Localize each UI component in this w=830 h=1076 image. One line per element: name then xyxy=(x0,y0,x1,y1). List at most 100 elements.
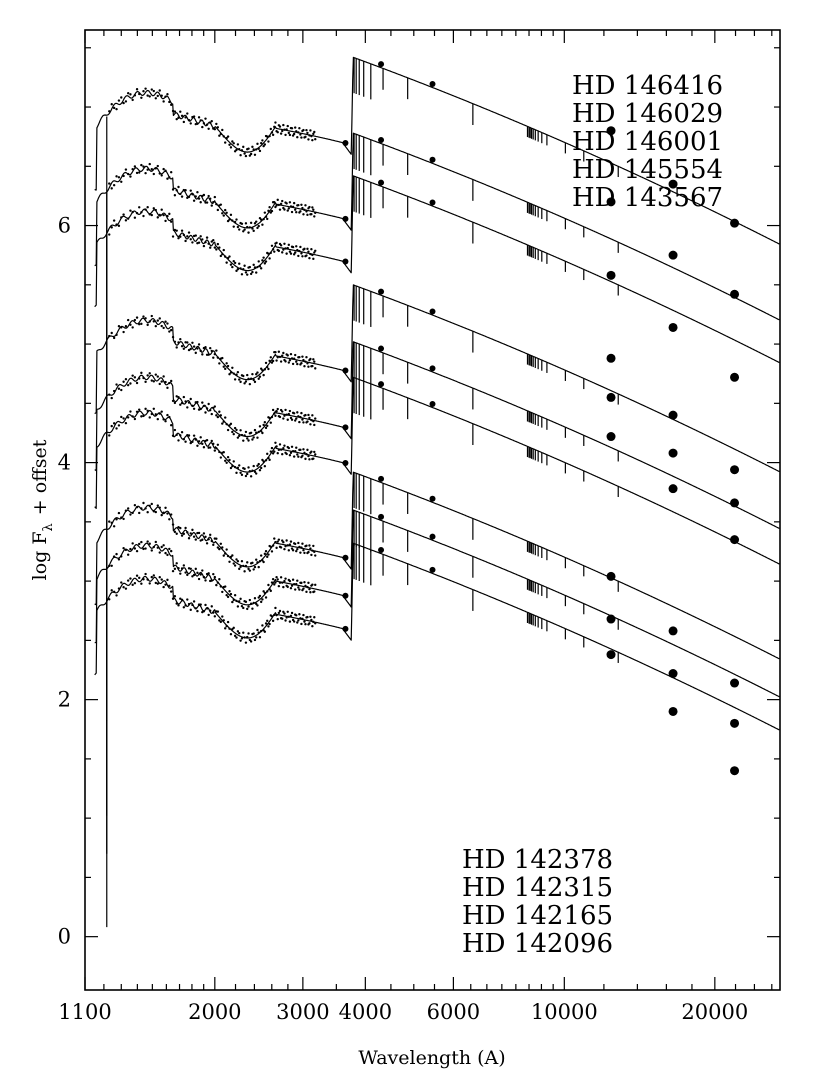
observed-point xyxy=(249,431,253,435)
observed-point xyxy=(306,362,309,365)
y-tick-label: 6 xyxy=(58,214,71,238)
photometry-point xyxy=(342,424,349,431)
model-spectrum xyxy=(94,542,780,928)
photometry-point xyxy=(730,718,740,728)
observed-point xyxy=(297,254,300,258)
observed-point xyxy=(303,364,306,368)
observed-point xyxy=(238,631,241,635)
observed-point xyxy=(186,112,189,115)
observed-point xyxy=(222,451,225,454)
observed-point xyxy=(312,208,315,211)
model-spectrum-line xyxy=(94,56,780,245)
observed-point xyxy=(117,587,121,590)
observed-point xyxy=(301,454,304,457)
observed-point xyxy=(197,116,201,119)
photometry-point xyxy=(668,448,678,458)
observed-point xyxy=(253,470,257,473)
observed-point xyxy=(296,411,299,414)
observed-point xyxy=(309,423,312,426)
photometry-point xyxy=(429,80,436,87)
legend-entry: HD 142096 xyxy=(462,929,613,959)
observed-point xyxy=(154,167,157,170)
observed-point xyxy=(257,631,260,634)
observed-point xyxy=(287,243,291,247)
observed-point xyxy=(168,100,171,104)
observed-point xyxy=(286,246,289,250)
observed-point xyxy=(209,121,212,124)
observed-point xyxy=(209,346,212,350)
observed-point xyxy=(291,450,295,453)
observed-point xyxy=(271,577,275,581)
observed-point xyxy=(124,548,128,552)
observed-point xyxy=(110,396,113,400)
observed-point xyxy=(282,585,285,589)
photometry-point xyxy=(668,484,678,494)
observed-point xyxy=(213,352,217,356)
observed-point xyxy=(166,386,169,390)
observed-point xyxy=(219,585,223,588)
observed-point xyxy=(313,450,316,454)
observed-point xyxy=(308,205,311,209)
observed-point xyxy=(207,613,210,617)
observed-point xyxy=(267,252,270,255)
observed-point xyxy=(110,564,113,567)
observed-point xyxy=(164,420,167,423)
observed-point xyxy=(279,448,283,451)
observed-point xyxy=(275,409,278,413)
observed-point xyxy=(224,552,227,555)
observed-point xyxy=(205,607,209,610)
observed-point xyxy=(294,588,297,591)
observed-point xyxy=(150,549,153,552)
observed-point xyxy=(152,407,155,410)
observed-point xyxy=(158,551,161,554)
observed-point xyxy=(171,188,175,191)
observed-point xyxy=(308,134,311,137)
observed-point xyxy=(194,567,197,571)
observed-point xyxy=(150,168,153,171)
observed-point xyxy=(295,549,298,553)
observed-point xyxy=(162,100,165,103)
observed-point xyxy=(286,354,289,357)
observed-point xyxy=(199,603,202,606)
observed-point xyxy=(249,152,253,156)
observed-point xyxy=(182,532,186,536)
observed-point xyxy=(258,560,262,563)
observed-point xyxy=(209,408,212,412)
observed-point xyxy=(187,195,191,199)
observed-point xyxy=(305,210,308,213)
observed-series xyxy=(108,314,317,386)
observed-point xyxy=(259,466,263,470)
observed-point xyxy=(126,92,130,95)
observed-point xyxy=(187,231,191,234)
observed-point xyxy=(240,433,244,437)
observed-point xyxy=(225,136,228,140)
observed-point xyxy=(142,547,145,551)
observed-point xyxy=(239,639,242,642)
observed-point xyxy=(251,438,254,441)
observed-point xyxy=(224,585,227,588)
observed-point xyxy=(312,419,315,423)
observed-point xyxy=(244,380,248,383)
observed-point xyxy=(236,630,240,633)
observed-point xyxy=(189,238,192,241)
observed-point xyxy=(294,450,297,453)
observed-point xyxy=(154,208,157,212)
observed-point xyxy=(162,375,165,378)
observed-point xyxy=(235,373,238,376)
legend-entry: HD 143567 xyxy=(572,183,723,213)
observed-point xyxy=(291,362,295,366)
observed-point xyxy=(283,414,286,417)
observed-point xyxy=(309,547,312,550)
observed-point xyxy=(301,255,304,258)
observed-point xyxy=(246,561,249,564)
legend-bottom: HD 142378 HD 142315 HD 142165 HD 142096 xyxy=(462,845,613,959)
observed-point xyxy=(182,606,186,609)
observed-point xyxy=(284,577,287,580)
observed-point xyxy=(247,377,250,380)
observed-point xyxy=(303,620,306,623)
observed-point xyxy=(117,224,121,228)
observed-point xyxy=(251,227,254,230)
observed-point xyxy=(236,225,240,229)
observed-point xyxy=(287,412,291,416)
observed-point xyxy=(196,609,199,613)
